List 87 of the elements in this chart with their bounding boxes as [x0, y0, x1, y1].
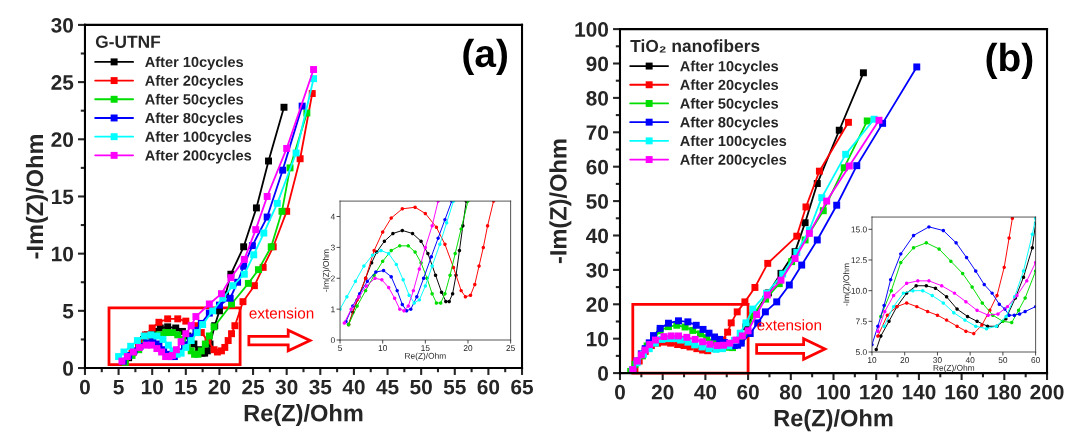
x-tick-label: 60 [477, 379, 500, 395]
annotation: extension [249, 307, 314, 319]
y-tick-label: 1 [331, 306, 335, 313]
y-tick-label: 100 [575, 22, 609, 37]
x-tick-label: 25 [506, 345, 515, 351]
y-tick-label: 10 [51, 246, 73, 262]
y-tick-label: 7.5 [855, 318, 867, 325]
y-tick-label: 12.5 [851, 257, 867, 264]
x-tick-label: 100 [817, 384, 851, 400]
legend-label: After 20cycles [680, 79, 779, 93]
legend-label: After 200cycles [680, 154, 787, 168]
annotation: extension [757, 319, 822, 331]
x-tick-label: 60 [737, 384, 759, 400]
legend-label: After 100cycles [680, 135, 787, 149]
x-tick-label: 50 [998, 357, 1008, 363]
y-tick-label: 50 [586, 194, 609, 209]
x-tick-label: 20 [463, 345, 473, 351]
x-tick-label: 180 [988, 384, 1021, 400]
y-tick-label: 15.0 [851, 226, 867, 233]
annotation: (b) [986, 42, 1033, 80]
y-tick-label: 40 [586, 228, 609, 244]
legend-label: After 20cycles [145, 75, 244, 89]
legend-label: After 50cycles [680, 98, 779, 112]
x-tick-label: 140 [902, 384, 936, 400]
y-axis-title: -Im(Z)/Ohm [549, 139, 572, 264]
y-tick-label: 0 [330, 337, 335, 344]
x-axis-title: Re(Z)/Ohm [774, 409, 893, 432]
y-tick-label: 60 [586, 159, 609, 175]
x-tick-label: 5 [113, 379, 124, 395]
y-tick-label: 25 [51, 75, 74, 90]
x-tick-label: 35 [309, 379, 332, 395]
x-tick-label: 45 [376, 379, 399, 395]
x-tick-label: 60 [1031, 357, 1040, 363]
x-tick-label: 40 [342, 379, 365, 395]
x-tick-label: 10 [141, 379, 163, 395]
y-tick-label: 5.0 [855, 349, 867, 356]
y-tick-label: 30 [586, 262, 609, 278]
x-tick-label: 15 [421, 345, 430, 351]
x-tick-label: 80 [779, 384, 802, 400]
y-tick-label: 80 [586, 90, 609, 106]
y-axis-title: -Im(Z)/Ohm [843, 263, 851, 306]
x-tick-label: 120 [860, 384, 893, 400]
y-axis-title: -Im(Z)/Ohm [322, 249, 331, 292]
x-tick-label: 40 [694, 384, 717, 400]
y-tick-label: 15 [51, 189, 74, 205]
x-tick-label: 30 [275, 379, 298, 395]
legend-label: After 10cycles [680, 60, 779, 75]
legend-title: TiO₂ nanofibers [630, 39, 760, 53]
annotation: (a) [463, 38, 507, 75]
legend-label: After 80cycles [145, 112, 244, 127]
legend-label: After 100cycles [145, 131, 252, 145]
x-tick-label: 15 [175, 379, 197, 395]
x-axis-title: Re(Z)/Ohm [933, 364, 975, 373]
x-tick-label: 55 [443, 379, 466, 395]
x-axis-title: Re(Z)/Ohm [405, 352, 446, 361]
y-tick-label: 20 [586, 297, 609, 313]
x-tick-label: 5 [338, 345, 343, 351]
y-tick-label: 10.0 [851, 287, 867, 294]
x-tick-label: 20 [651, 384, 674, 400]
y-tick-label: 20 [51, 132, 73, 148]
x-tick-label: 50 [410, 379, 432, 395]
x-tick-label: 30 [933, 357, 942, 363]
y-tick-label: 2 [330, 275, 335, 282]
x-tick-label: 10 [867, 357, 877, 363]
x-tick-label: 65 [511, 379, 534, 395]
x-tick-label: 25 [242, 379, 265, 395]
legend-label: After 10cycles [145, 56, 244, 71]
y-tick-label: 4 [330, 213, 335, 220]
x-tick-label: 0 [615, 384, 625, 400]
legend-label: After 80cycles [680, 116, 779, 131]
legend-label: After 50cycles [145, 93, 244, 108]
x-tick-label: 10 [378, 345, 387, 351]
y-tick-label: 3 [330, 244, 335, 251]
legend-title: G-UTNF [95, 35, 161, 48]
y-tick-label: 70 [586, 125, 609, 141]
y-axis-title: -Im(Z)/Ohm [25, 134, 48, 259]
x-axis-title: Re(Z)/Ohm [244, 404, 363, 427]
x-tick-label: 20 [900, 357, 910, 363]
y-tick-label: 90 [586, 56, 609, 72]
legend-label: After 200cycles [145, 149, 252, 164]
y-tick-label: 30 [51, 17, 73, 33]
y-tick-label: 5 [62, 304, 74, 319]
x-tick-label: 40 [965, 357, 975, 363]
x-tick-label: 160 [945, 384, 979, 400]
x-tick-label: 200 [1030, 384, 1064, 400]
x-tick-label: 0 [79, 379, 90, 395]
x-tick-label: 20 [208, 379, 231, 395]
